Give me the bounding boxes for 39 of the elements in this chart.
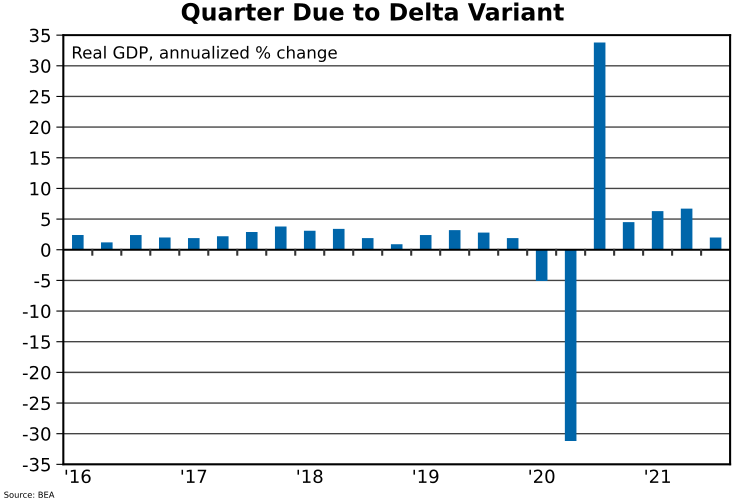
bar (622, 222, 634, 250)
y-tick-label: -25 (22, 396, 50, 410)
annotation: Real GDP, annualized % change (72, 46, 337, 62)
bar (536, 250, 548, 282)
y-tick-label: 20 (30, 120, 50, 134)
x-tick-label: '21 (645, 470, 670, 483)
y-tick-label: -30 (22, 427, 50, 441)
bar (594, 42, 606, 250)
y-tick-label: 10 (30, 182, 50, 196)
bar (564, 250, 576, 442)
x-tick-label: '16 (66, 470, 91, 484)
y-tick-label: 15 (30, 151, 50, 165)
bar (274, 226, 287, 250)
bar (420, 235, 432, 250)
bar (448, 230, 460, 250)
y-tick-label: 30 (30, 59, 50, 73)
y-tick-label: -10 (22, 304, 50, 318)
y-tick-label: 35 (30, 28, 50, 42)
bar (332, 228, 345, 250)
y-tick-label: 5 (41, 212, 50, 226)
bar (304, 230, 316, 250)
y-tick-label: -35 (22, 458, 50, 472)
y-tick-label: 0 (41, 243, 50, 257)
bar (478, 232, 490, 250)
source-note: Source: BEA (4, 492, 54, 498)
bar (130, 235, 142, 250)
bar (680, 208, 692, 250)
x-tick-label: '18 (298, 470, 322, 484)
y-tick-label: -15 (22, 335, 50, 349)
bar (72, 235, 84, 250)
y-tick-label: -20 (22, 366, 50, 380)
y-tick-label: -5 (34, 274, 50, 288)
x-tick-label: '20 (529, 470, 554, 484)
x-tick-label: '17 (182, 470, 206, 483)
bar (652, 211, 664, 250)
bar (246, 232, 258, 250)
x-tick-label: '19 (413, 470, 438, 484)
chart-title: Quarter Due to Delta Variant (182, 2, 564, 24)
y-tick-label: 25 (30, 90, 50, 104)
